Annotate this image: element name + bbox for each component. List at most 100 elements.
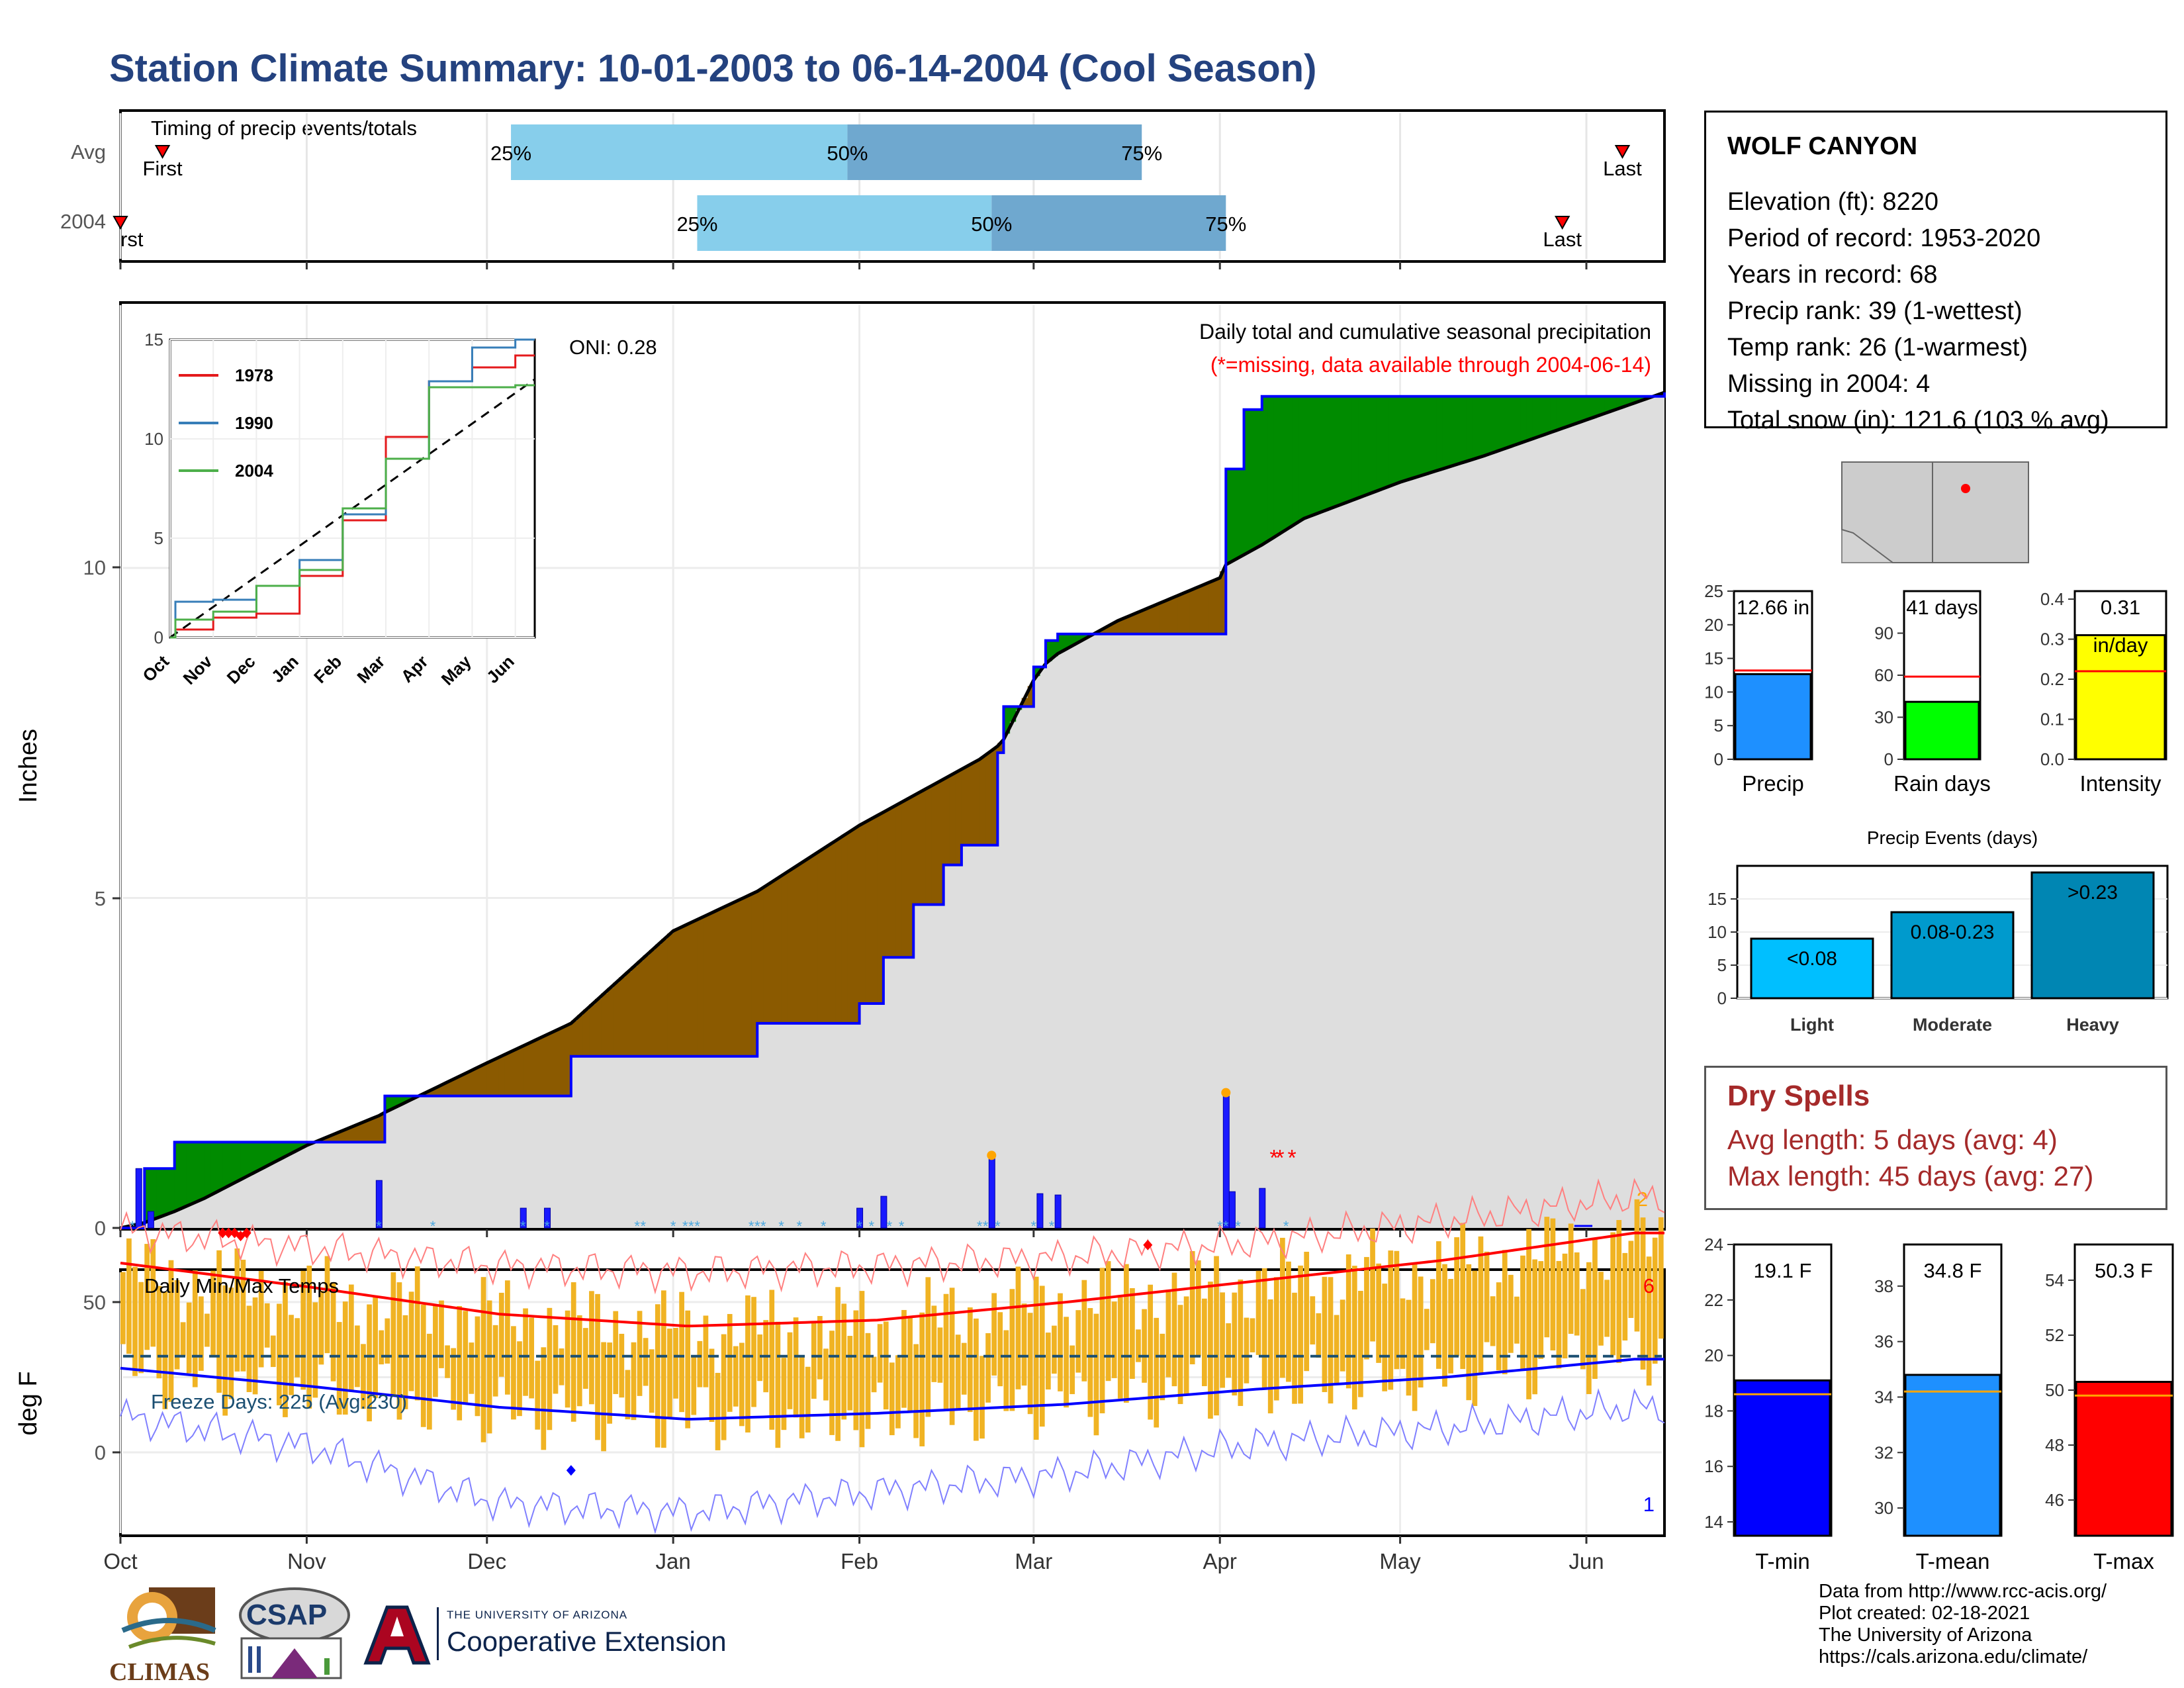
daily-temp-bar bbox=[1640, 1217, 1646, 1370]
daily-temp-bar bbox=[1244, 1317, 1250, 1383]
timing-pct-label: 50% bbox=[971, 212, 1012, 236]
credits: Data from http://www.rcc-acis.org/ Plot … bbox=[1819, 1581, 2107, 1667]
precip-difference-fill bbox=[492, 1058, 500, 1096]
daily-temp-bar bbox=[601, 1342, 606, 1452]
daily-temp-bar bbox=[336, 1322, 342, 1415]
daily-temp-bar bbox=[570, 1282, 576, 1422]
daily-temp-bar bbox=[541, 1347, 547, 1450]
daily-temp-bar bbox=[655, 1304, 660, 1448]
daily-temp-bar bbox=[823, 1348, 829, 1401]
daily-temp-bar bbox=[246, 1305, 252, 1392]
daily-temp-bar bbox=[216, 1250, 222, 1393]
precip-difference-fill bbox=[1634, 396, 1641, 402]
precip-difference-fill bbox=[1183, 591, 1191, 634]
map-state-new-mexico bbox=[1932, 461, 2029, 563]
precip-difference-fill bbox=[439, 1084, 445, 1096]
locator-map bbox=[1841, 461, 2029, 563]
precip-difference-fill bbox=[1430, 396, 1437, 472]
daily-temp-bar bbox=[1358, 1291, 1363, 1397]
precip-difference-fill bbox=[1045, 640, 1052, 661]
snow-marker-icon: * bbox=[856, 1218, 862, 1235]
daily-temp-bar bbox=[1255, 1270, 1261, 1355]
temp-summary-tick-label: 54 bbox=[2045, 1270, 2064, 1290]
timing-bar-first-half bbox=[697, 195, 992, 251]
daily-temp-bar bbox=[162, 1291, 168, 1409]
daily-temp-bar bbox=[361, 1344, 366, 1409]
summary-value-label: 12.66 in bbox=[1737, 596, 1809, 619]
daily-temp-bar bbox=[390, 1272, 396, 1397]
daily-temp-bar bbox=[463, 1311, 469, 1403]
daily-temp-bar bbox=[811, 1322, 817, 1399]
daily-temp-bar bbox=[895, 1355, 901, 1429]
precip-difference-fill bbox=[679, 926, 686, 1056]
precip-difference-fill bbox=[385, 1096, 392, 1111]
daily-temp-bar bbox=[1646, 1256, 1652, 1386]
xaxis-tick: Feb bbox=[841, 1549, 878, 1573]
daily-temp-bar bbox=[1574, 1252, 1580, 1336]
precip-difference-fill bbox=[570, 1020, 578, 1056]
summary-tick-label: 10 bbox=[1704, 682, 1723, 702]
daily-temp-bar bbox=[1328, 1277, 1334, 1404]
triangle-marker-icon bbox=[154, 145, 171, 160]
precip-difference-fill bbox=[1202, 584, 1208, 634]
daily-temp-bar bbox=[138, 1282, 144, 1374]
precip-difference-fill bbox=[1136, 612, 1142, 634]
daily-temp-bar bbox=[877, 1324, 883, 1383]
precip-difference-fill bbox=[205, 1142, 211, 1197]
precip-difference-fill bbox=[937, 780, 944, 905]
events-bar-heavy bbox=[2030, 871, 2155, 1000]
precip-difference-fill bbox=[745, 895, 752, 1056]
summary-tick-label: 0 bbox=[1884, 749, 1893, 769]
temp-summary-tick-label: 20 bbox=[1704, 1346, 1723, 1366]
precip-difference-fill bbox=[576, 1015, 584, 1056]
daily-temp-bar bbox=[625, 1370, 631, 1420]
summary-tick-label: 0 bbox=[1714, 749, 1723, 769]
daily-temp-bar bbox=[408, 1291, 414, 1391]
daily-temp-bar bbox=[457, 1306, 463, 1421]
daily-temp-bar bbox=[582, 1328, 588, 1389]
daily-temp-bar bbox=[1556, 1260, 1562, 1369]
precip-difference-fill bbox=[985, 753, 992, 845]
summary-tick-label: 5 bbox=[1714, 716, 1723, 735]
summary-bar-label: Intensity bbox=[2080, 771, 2161, 796]
precip-difference-fill bbox=[661, 939, 668, 1056]
daily-temp-bar bbox=[1484, 1251, 1490, 1342]
daily-temp-bar bbox=[1298, 1265, 1303, 1404]
precip-difference-fill bbox=[787, 870, 794, 1023]
snow-marker-icon: * bbox=[1283, 1218, 1289, 1235]
daily-temp-bar bbox=[871, 1356, 877, 1393]
daily-temp-bar bbox=[637, 1311, 643, 1396]
precip-difference-fill bbox=[919, 790, 927, 905]
daily-temp-bar bbox=[511, 1326, 516, 1420]
timing-bar-second-half bbox=[847, 124, 1142, 180]
temp-ylabel: deg F bbox=[15, 1371, 42, 1435]
precip-difference-fill bbox=[300, 1142, 308, 1147]
timing-pct-label: 75% bbox=[1121, 142, 1162, 165]
daily-temp-bar bbox=[739, 1342, 745, 1427]
daily-temp-bar bbox=[613, 1311, 619, 1394]
precip-difference-fill bbox=[1099, 629, 1107, 634]
snow-marker-icon: * bbox=[130, 1218, 136, 1235]
daily-temp-bar bbox=[1045, 1333, 1051, 1390]
daily-temp-bar bbox=[517, 1341, 522, 1417]
daily-temp-bar bbox=[1189, 1250, 1195, 1365]
temp-summary-tick-label: 52 bbox=[2045, 1325, 2064, 1345]
record-high-marker-icon bbox=[224, 1227, 234, 1239]
daily-temp-bar bbox=[1064, 1317, 1069, 1408]
snow-marker-icon: * bbox=[754, 1218, 760, 1235]
page-title: Station Climate Summary: 10-01-2003 to 0… bbox=[109, 47, 1317, 90]
daily-temp-bar bbox=[589, 1291, 594, 1405]
snow-marker-icon: * bbox=[520, 1218, 526, 1235]
daily-temp-bar bbox=[1232, 1292, 1238, 1396]
precip-difference-fill bbox=[1165, 599, 1173, 634]
temp-summary-tick-label: 30 bbox=[1874, 1498, 1893, 1518]
precip-difference-fill bbox=[727, 904, 734, 1056]
precip-difference-fill bbox=[463, 1073, 470, 1096]
precip-difference-fill bbox=[853, 827, 860, 1023]
daily-temp-bar bbox=[1628, 1241, 1634, 1318]
daily-temp-bar bbox=[703, 1315, 709, 1387]
events-bar-light bbox=[1750, 937, 1874, 1000]
daily-precip-bar bbox=[1259, 1188, 1266, 1229]
precip-difference-fill bbox=[823, 847, 830, 1023]
precip-difference-fill bbox=[1586, 396, 1593, 419]
